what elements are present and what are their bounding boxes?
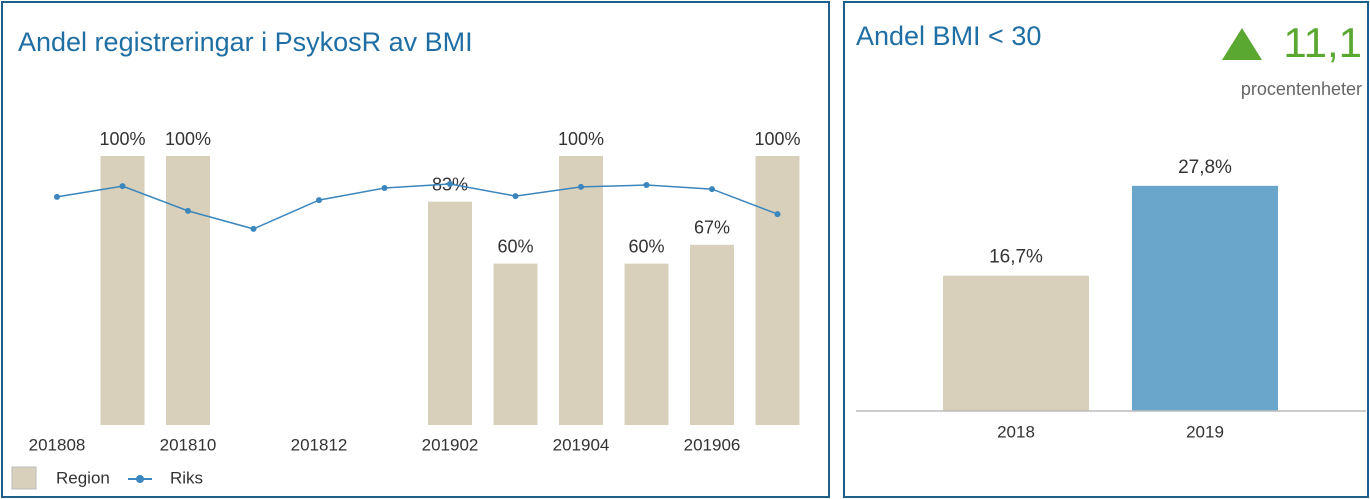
x-tick-label: 2018 <box>997 422 1035 441</box>
x-tick-label: 201906 <box>684 435 741 454</box>
line-point <box>578 183 584 190</box>
line-point <box>250 225 257 232</box>
data-label: 100% <box>99 129 145 149</box>
bar <box>166 156 210 425</box>
delta-unit: procentenheter <box>1241 79 1362 99</box>
data-label: 67% <box>694 218 730 238</box>
bar <box>493 263 538 425</box>
x-tick-label: 201812 <box>291 435 348 454</box>
line-point <box>119 183 126 190</box>
legend-label: Riks <box>170 468 203 487</box>
bar <box>428 201 472 425</box>
line-point <box>709 186 715 193</box>
x-tick-label: 201902 <box>422 435 479 454</box>
line-point <box>185 207 191 214</box>
line-point <box>381 185 388 192</box>
data-label: 27,8% <box>1178 157 1232 178</box>
chart-title: Andel BMI < 30 <box>856 21 1041 51</box>
bar <box>624 263 669 425</box>
bar <box>559 156 603 425</box>
chart-title: Andel registreringar i PsykosR av BMI <box>18 27 473 57</box>
x-tick-label: 2019 <box>1186 422 1224 441</box>
delta-value: 11,1 <box>1283 19 1362 66</box>
line-point <box>774 211 781 218</box>
data-label: 100% <box>558 129 604 149</box>
x-tick-label: 201810 <box>160 435 217 454</box>
line-point <box>54 193 60 200</box>
data-label: 60% <box>628 236 664 256</box>
bar <box>1132 185 1278 411</box>
data-label: 100% <box>754 129 800 149</box>
data-label: 60% <box>497 236 533 256</box>
legend-swatch <box>11 466 37 490</box>
bar <box>100 156 145 425</box>
panel-right <box>843 1 1369 498</box>
data-label: 100% <box>165 129 211 149</box>
x-tick-label: 201808 <box>29 435 86 454</box>
line-point <box>316 197 322 204</box>
x-tick-label: 201904 <box>553 435 610 454</box>
line-point <box>447 180 453 187</box>
line-point <box>643 182 650 189</box>
data-label: 16,7% <box>989 247 1043 268</box>
bar <box>943 275 1089 411</box>
line <box>56 183 778 230</box>
legend-swatch <box>136 475 144 483</box>
bar <box>690 244 734 425</box>
legend-label: Region <box>56 468 110 487</box>
up-arrow <box>1222 28 1262 60</box>
bar <box>755 156 800 425</box>
panel-left <box>1 1 830 498</box>
line-point <box>512 193 519 200</box>
